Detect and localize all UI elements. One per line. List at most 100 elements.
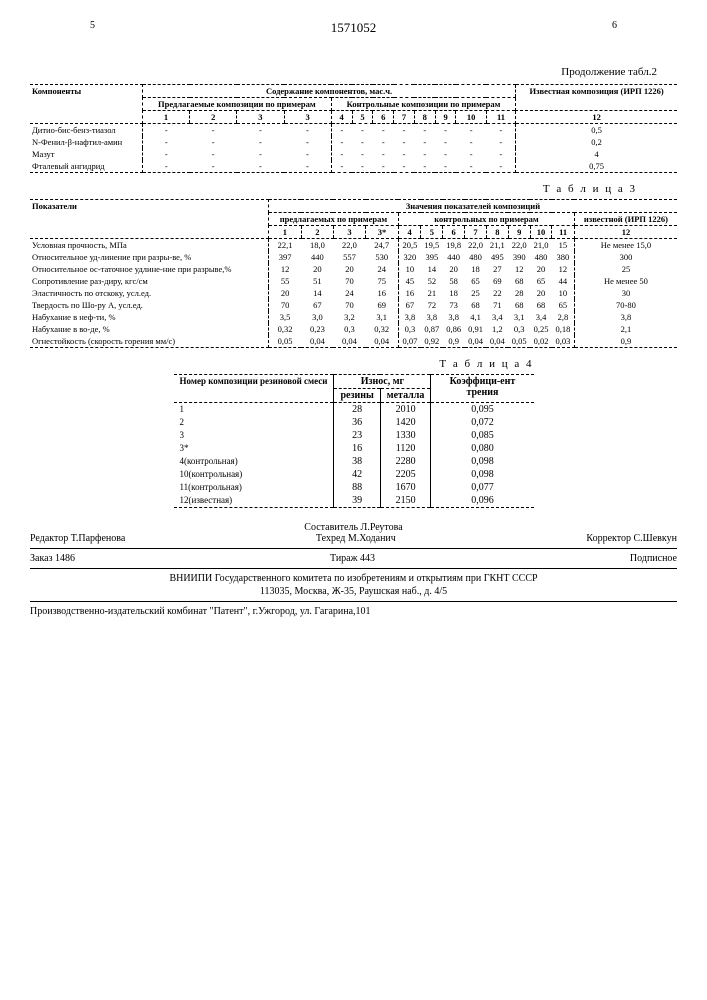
data-cell: 22,0 [465, 239, 487, 252]
row-label: N-Фенил-β-нафтил-амин [30, 136, 142, 148]
data-cell: 3,8 [421, 311, 443, 323]
t3-group-known: известной (ИРП 1226) [574, 213, 677, 226]
row-label: Относительное уд-линение при разры-ве, % [30, 251, 268, 263]
data-cell: 20 [333, 263, 365, 275]
data-cell: 36 [334, 416, 380, 429]
col-num: 8 [414, 111, 435, 124]
row-label: Огнестойкость (скорость горения мм/с) [30, 335, 268, 348]
data-cell: 0,05 [268, 335, 301, 348]
data-cell: 0,3 [508, 323, 530, 335]
data-cell: - [373, 160, 394, 173]
data-cell: 65 [552, 299, 574, 311]
data-cell: 2150 [380, 494, 431, 508]
data-cell: 0,080 [431, 442, 534, 455]
table-4-title: Т а б л и ц а 4 [174, 358, 534, 370]
data-cell: 0,3 [333, 323, 365, 335]
data-cell: 67 [301, 299, 333, 311]
data-cell: 557 [333, 251, 365, 263]
row-label: Относительное ос-таточное удлине-ние при… [30, 263, 268, 275]
data-cell: - [373, 136, 394, 148]
data-cell: 27 [486, 263, 508, 275]
row-label: Сопротивление раз-диру, кгс/см [30, 275, 268, 287]
data-cell: 2,1 [574, 323, 677, 335]
data-cell: - [237, 124, 284, 137]
data-cell: Не менее 50 [574, 275, 677, 287]
tech-label: Техред [316, 533, 345, 544]
credits-block: Составитель Л.Реутова Редактор Т.Парфено… [30, 522, 677, 617]
data-cell: 51 [301, 275, 333, 287]
col-num: 2 [301, 226, 333, 239]
data-cell: 70 [333, 275, 365, 287]
data-cell: 0,04 [486, 335, 508, 348]
data-cell: - [414, 148, 435, 160]
data-cell: 22,0 [333, 239, 365, 252]
data-cell: 0,23 [301, 323, 333, 335]
t4-col-comp: Номер композиции резиновой смеси [174, 375, 334, 403]
data-cell: 2010 [380, 403, 431, 417]
data-cell: 12 [268, 263, 301, 275]
data-cell: 39 [334, 494, 380, 508]
col-num: 9 [435, 111, 456, 124]
data-cell: 0,04 [301, 335, 333, 348]
data-cell: 3,8 [574, 311, 677, 323]
data-cell: 4,1 [465, 311, 487, 323]
corrector-name: С.Шевкун [633, 533, 677, 544]
data-cell: 0,3 [398, 323, 420, 335]
data-cell: 0,91 [465, 323, 487, 335]
data-cell: - [394, 124, 415, 137]
data-cell: - [486, 136, 515, 148]
t2-group-control: Контрольные композиции по примерам [331, 98, 515, 111]
editor-name: Т.Парфенова [71, 533, 126, 544]
subscription: Подписное [630, 553, 677, 564]
data-cell: - [456, 124, 486, 137]
col-num: 4 [331, 111, 352, 124]
col-num: 1 [268, 226, 301, 239]
print-run: Тираж 443 [330, 553, 375, 564]
table-4: Номер композиции резиновой смеси Износ, … [174, 374, 534, 508]
row-label: Набухание в во-де, % [30, 323, 268, 335]
data-cell: 3,0 [301, 311, 333, 323]
col-num: 7 [465, 226, 487, 239]
data-cell: - [190, 136, 237, 148]
data-cell: - [331, 160, 352, 173]
data-cell: - [352, 136, 373, 148]
data-cell: 0,098 [431, 468, 534, 481]
data-cell: - [352, 124, 373, 137]
data-cell: 3,1 [508, 311, 530, 323]
data-cell: - [394, 136, 415, 148]
data-cell: 45 [398, 275, 420, 287]
row-label: Твердость по Шо-ру А, усл.ед. [30, 299, 268, 311]
data-cell: 22,0 [508, 239, 530, 252]
data-cell: - [331, 148, 352, 160]
data-cell: 0,05 [508, 335, 530, 348]
page-number-right: 6 [612, 20, 617, 31]
data-cell: - [142, 160, 189, 173]
col-num: 5 [421, 226, 443, 239]
data-cell: 4 [516, 148, 677, 160]
data-cell: 395 [421, 251, 443, 263]
data-cell: - [190, 124, 237, 137]
data-cell: 0,03 [552, 335, 574, 348]
data-cell: 65 [465, 275, 487, 287]
data-cell: - [190, 160, 237, 173]
t4-col-metal: металла [380, 389, 431, 403]
row-label: 10(контрольная) [174, 468, 334, 481]
col-num: 12 [574, 226, 677, 239]
data-cell: - [331, 136, 352, 148]
data-cell: - [486, 124, 515, 137]
data-cell: 68 [465, 299, 487, 311]
data-cell: 1330 [380, 429, 431, 442]
t3-group-control: контрольных по примерам [398, 213, 574, 226]
col-num: 6 [443, 226, 465, 239]
data-cell: - [435, 136, 456, 148]
org-line: ВНИИПИ Государственного комитета по изоб… [30, 573, 677, 584]
t2-group-proposed: Предлагаемые композиции по примерам [142, 98, 331, 111]
data-cell: 70 [268, 299, 301, 311]
corrector-label: Корректор [586, 533, 631, 544]
row-label: 1 [174, 403, 334, 417]
row-label: 11(контрольная) [174, 481, 334, 494]
data-cell: 0,072 [431, 416, 534, 429]
row-label: Фталевый ангидрид [30, 160, 142, 173]
data-cell: 21 [421, 287, 443, 299]
data-cell: 440 [301, 251, 333, 263]
